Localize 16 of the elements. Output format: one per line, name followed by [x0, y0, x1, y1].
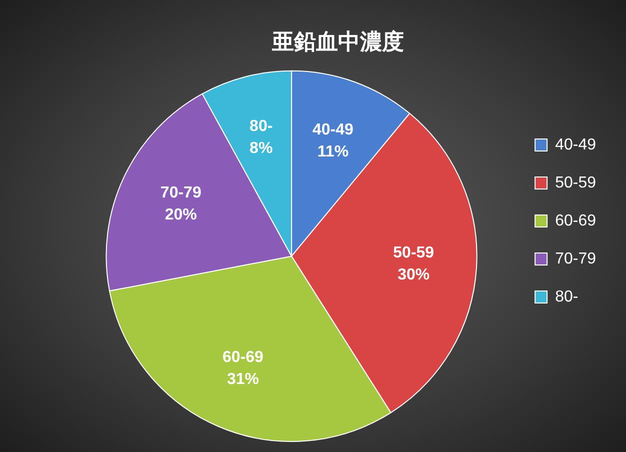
slice-label: 50-59	[393, 244, 434, 262]
slice-label: 60-69	[222, 348, 264, 366]
legend-label: 50-59	[555, 174, 596, 192]
chart-title: 亜鉛血中濃度	[271, 28, 404, 55]
legend-label: 40-49	[555, 136, 596, 154]
data-label: 11%	[317, 144, 349, 161]
legend-label: 80-	[555, 288, 578, 306]
legend-label: 70-79	[555, 250, 596, 268]
data-label: 20%	[164, 206, 197, 224]
data-label: 30%	[398, 266, 430, 284]
slice-label: 70-79	[160, 184, 202, 202]
slice-label: 80-	[250, 118, 273, 136]
slice-label: 40-49	[312, 122, 354, 139]
legend-label: 60-69	[555, 212, 596, 230]
data-label: 8%	[250, 140, 273, 158]
data-label: 31%	[226, 370, 259, 388]
